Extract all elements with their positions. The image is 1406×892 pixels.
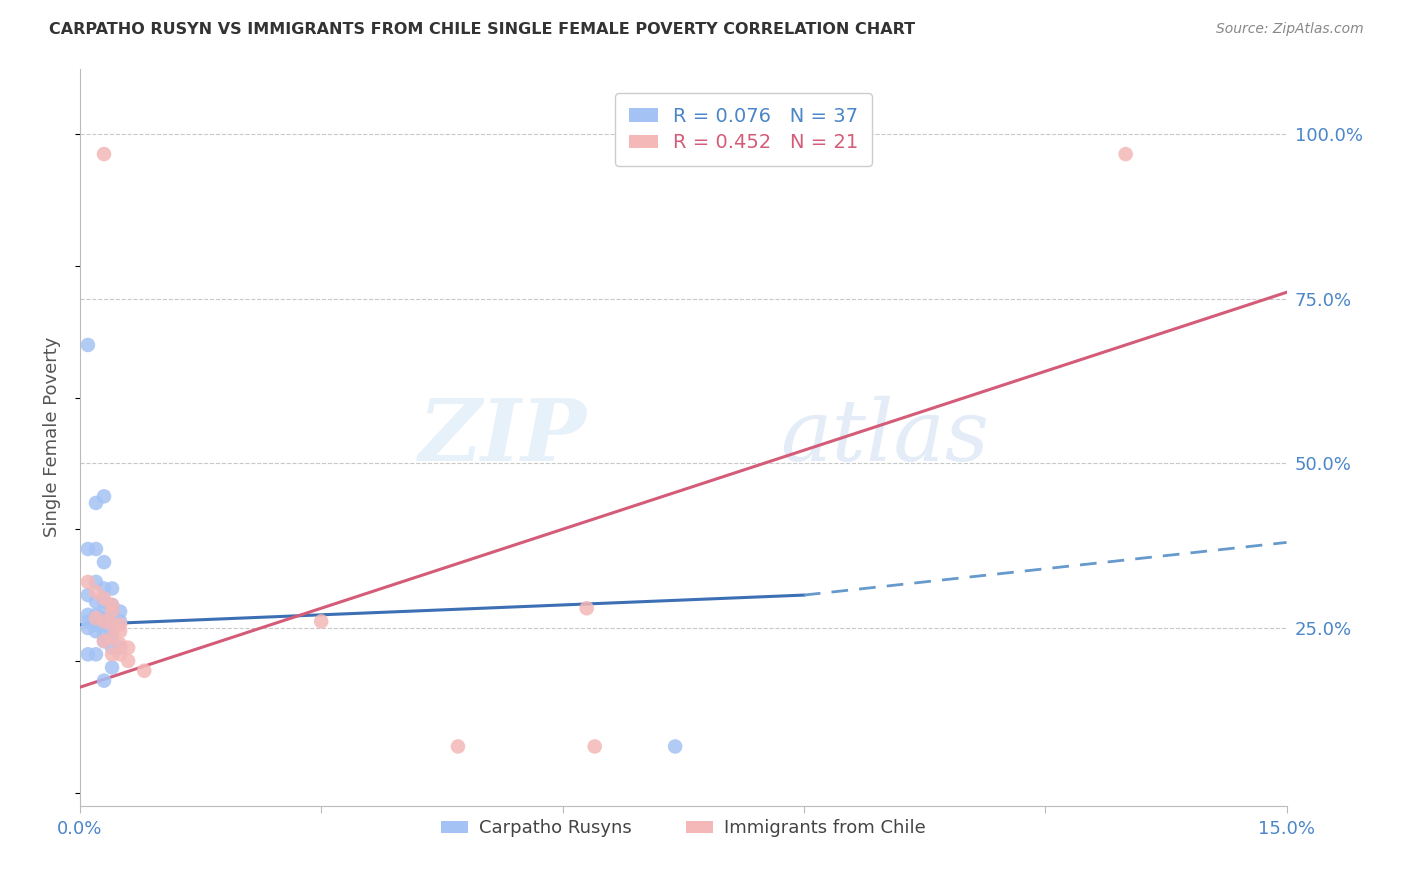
Point (101, 598, 124, 612)
Text: ZIP: ZIP (419, 395, 586, 479)
Point (575, 601, 598, 615)
Point (93, 489, 115, 503)
Point (101, 611, 124, 625)
Point (93, 617, 115, 632)
Point (84, 607, 107, 622)
Point (77, 338, 100, 352)
Point (77, 588, 100, 602)
Point (309, 615, 332, 629)
Text: Source: ZipAtlas.com: Source: ZipAtlas.com (1216, 22, 1364, 37)
Point (93, 627, 115, 641)
Point (108, 637, 131, 651)
Point (101, 617, 124, 632)
Point (84, 574, 107, 589)
Point (93, 634, 115, 648)
Text: atlas: atlas (780, 396, 988, 478)
Point (93, 582, 115, 596)
Point (77, 607, 100, 622)
Point (84, 611, 107, 625)
Point (84, 648, 107, 662)
Point (93, 595, 115, 609)
Point (117, 640, 139, 655)
Point (77, 574, 100, 589)
Point (77, 615, 100, 629)
Point (84, 584, 107, 599)
Point (108, 624, 131, 639)
Point (583, 739, 606, 754)
Point (101, 582, 124, 596)
Point (93, 673, 115, 688)
Point (93, 634, 115, 648)
Point (84, 541, 107, 556)
Point (77, 648, 100, 662)
Point (101, 598, 124, 612)
Point (101, 631, 124, 645)
Point (93, 147, 115, 161)
Point (101, 605, 124, 619)
Point (101, 627, 124, 641)
Point (93, 555, 115, 569)
Point (77, 541, 100, 556)
Point (134, 664, 156, 678)
Point (84, 617, 107, 632)
Point (101, 648, 124, 662)
Point (447, 739, 470, 754)
Point (93, 605, 115, 619)
Point (84, 496, 107, 510)
Point (101, 605, 124, 619)
Text: CARPATHO RUSYN VS IMMIGRANTS FROM CHILE SINGLE FEMALE POVERTY CORRELATION CHART: CARPATHO RUSYN VS IMMIGRANTS FROM CHILE … (49, 22, 915, 37)
Point (1115, 147, 1137, 161)
Point (101, 617, 124, 632)
Point (93, 615, 115, 629)
Point (101, 660, 124, 674)
Legend: Carpatho Rusyns, Immigrants from Chile: Carpatho Rusyns, Immigrants from Chile (433, 812, 932, 845)
Point (108, 617, 131, 632)
Point (117, 654, 139, 668)
Point (108, 605, 131, 619)
Point (84, 595, 107, 609)
Point (77, 621, 100, 635)
Point (101, 640, 124, 655)
Point (108, 648, 131, 662)
Y-axis label: Single Female Poverty: Single Female Poverty (44, 337, 60, 537)
Point (93, 611, 115, 625)
Point (93, 591, 115, 606)
Point (664, 739, 686, 754)
Point (108, 615, 131, 629)
Point (108, 640, 131, 655)
Point (84, 624, 107, 639)
